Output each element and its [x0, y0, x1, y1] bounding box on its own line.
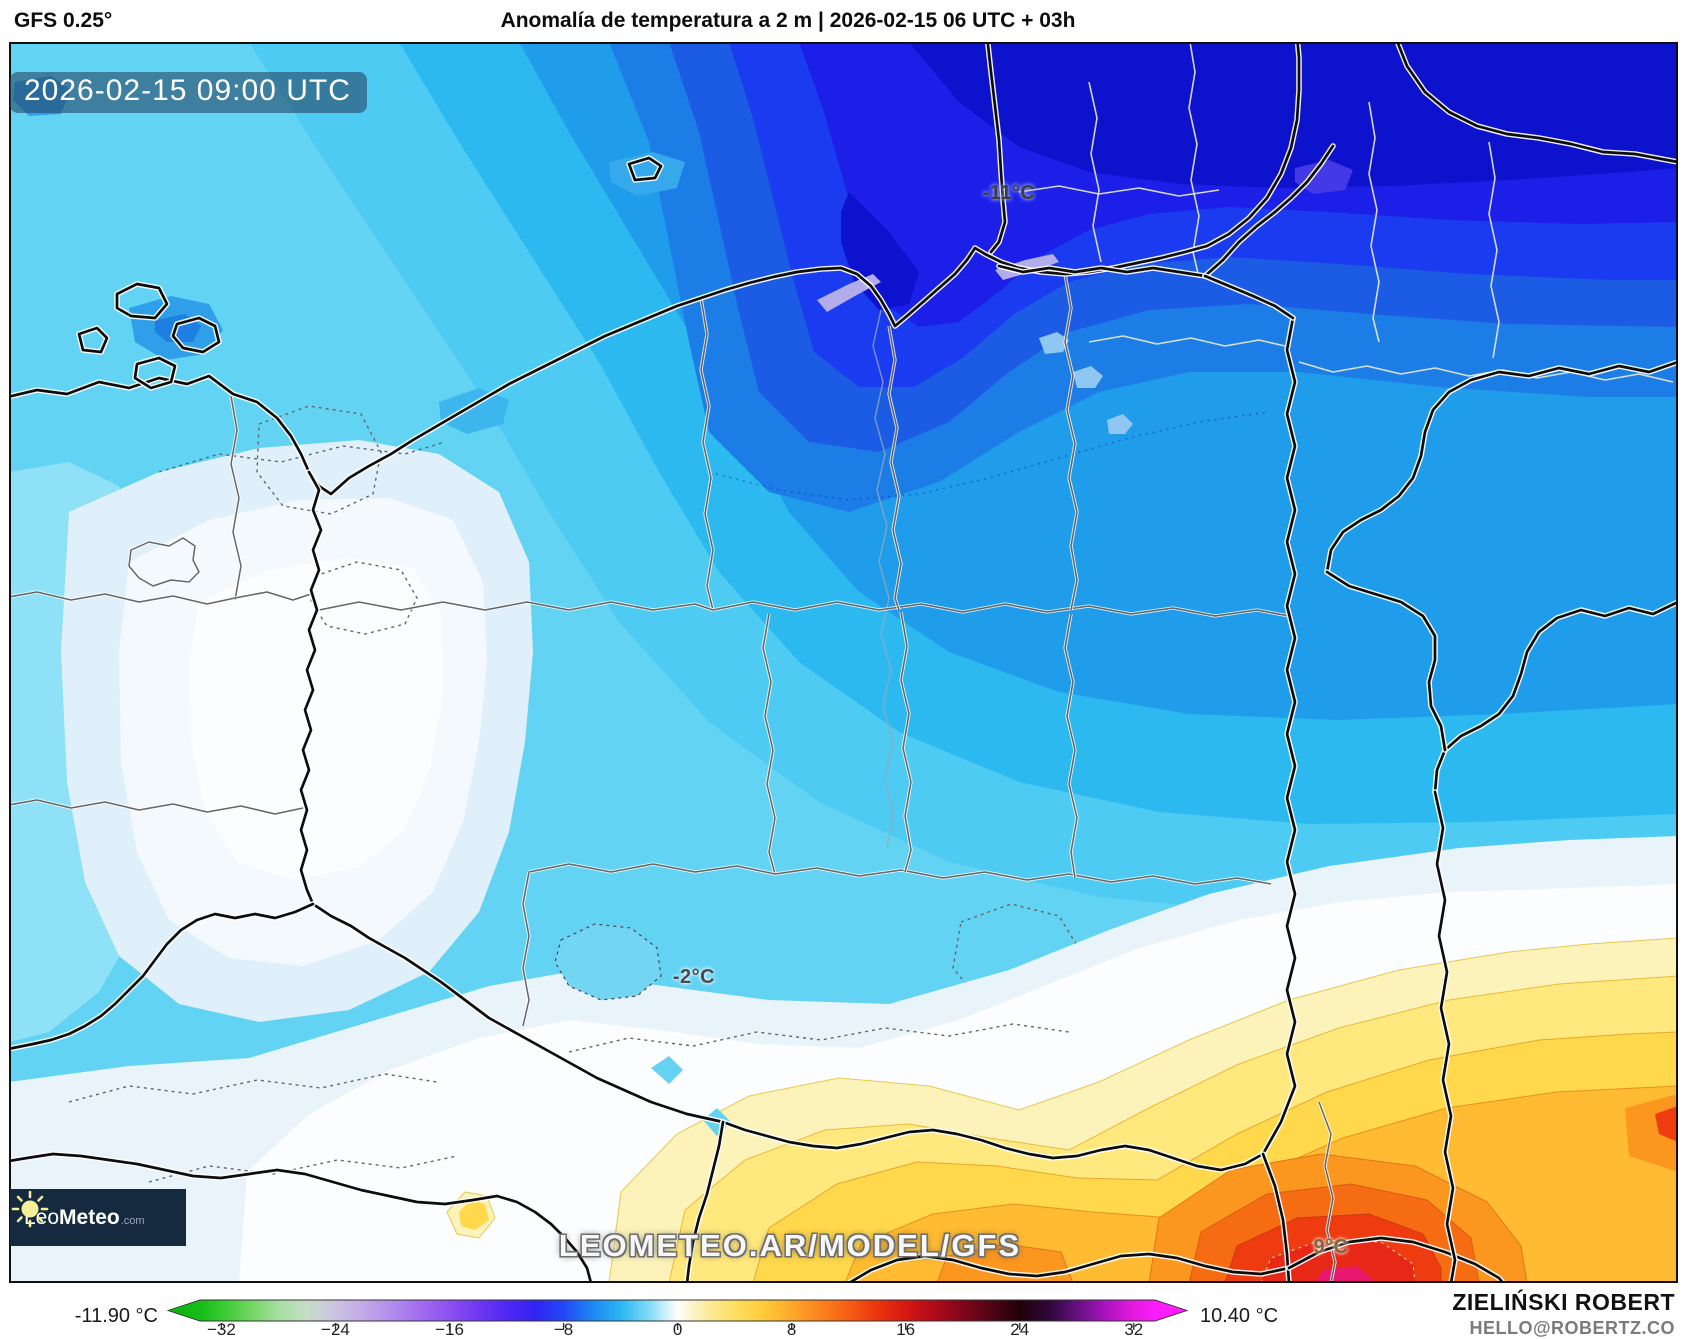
- sun-icon: [11, 1190, 49, 1228]
- model-resolution-label: GFS 0.25°: [14, 9, 113, 32]
- page-title: Anomalía de temperatura a 2 m | 2026-02-…: [500, 9, 1076, 32]
- colorbar-tick-label: −32: [206, 1320, 236, 1339]
- credits: ZIELIŃSKI ROBERT HELLO@ROBERTZ.CO: [1452, 1288, 1675, 1339]
- colorbar-min-label: -11.90 °C: [74, 1305, 158, 1327]
- map-label-min-anomaly: -11°C: [982, 182, 1036, 204]
- colorbar-tick-label: −16: [435, 1320, 464, 1339]
- region-borders: [9, 273, 1337, 1283]
- colorbar-ticks: [220, 1323, 1135, 1330]
- map-label-max-anomaly: 9°C: [1313, 1236, 1349, 1258]
- credit-author: ZIELIŃSKI ROBERT: [1452, 1289, 1675, 1315]
- cold-anomaly-bands: [249, 42, 1678, 914]
- river-line: [872, 309, 894, 849]
- colorbar-max-label: 10.40 °C: [1200, 1305, 1279, 1327]
- credit-contact: HELLO@ROBERTZ.CO: [1469, 1317, 1675, 1338]
- colorbar-tick-label: −24: [321, 1320, 350, 1339]
- near-zero-anomaly-region: [61, 405, 1082, 1022]
- colorbar-tick-label: 8: [786, 1320, 797, 1339]
- map-label-mid-anomaly: -2°C: [672, 966, 716, 988]
- colorbar: [166, 1299, 1189, 1330]
- watermark: LEOMETEO.AR/MODEL/GFS: [558, 1228, 1022, 1263]
- country-borders: [9, 42, 1678, 1283]
- anomaly-map: 2026-02-15 09:00 UTC -11°C -2°C 9°C LEOM…: [9, 42, 1678, 1283]
- colorbar-tick-label: 16: [896, 1320, 916, 1339]
- colorbar-tick-label: 32: [1124, 1320, 1144, 1339]
- colorbar-tick-label: −8: [553, 1320, 574, 1339]
- timestamp-badge: 2026-02-15 09:00 UTC: [10, 72, 367, 113]
- leometeo-logo: LeoMeteo.com: [10, 1189, 186, 1246]
- anomaly-map-canvas: [9, 42, 1678, 1283]
- colorbar-tick-label: 24: [1010, 1320, 1030, 1339]
- colorbar-tick-label: 0: [672, 1320, 683, 1339]
